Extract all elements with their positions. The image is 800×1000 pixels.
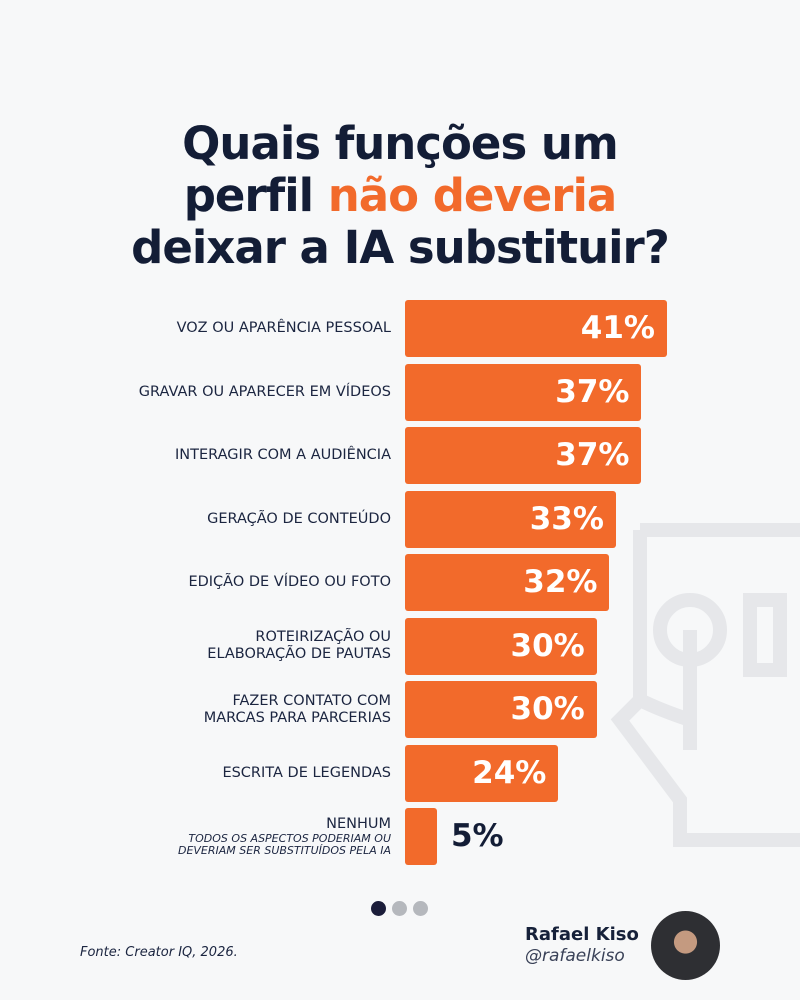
category-label-line: MARCAS PARA PARCERIAS [203,709,391,726]
pagination-dot[interactable] [371,901,386,916]
category-label-line: EDIÇÃO DE VÍDEO OU FOTO [188,574,391,590]
data-label: 30% [510,691,585,727]
author-avatar [651,911,720,980]
category-label: GERAÇÃO DE CONTEÚDO [207,491,391,548]
title-line-2: perfil não deveria [0,170,800,222]
author-handle: @rafaelkiso [525,946,625,966]
category-label: NENHUM TODOS OS ASPECTOS PODERIAM OU DEVER… [178,808,391,865]
category-label: FAZER CONTATO COM MARCAS PARA PARCERIAS [204,681,391,738]
data-label: 30% [510,627,585,664]
category-label: GRAVAR OU APARECER EM VÍDEOS [139,364,391,421]
pagination-dot[interactable] [392,901,407,916]
bar [405,490,616,548]
source-note: Fonte: Creator IQ, 2026. [80,945,238,960]
category-label: EDIÇÃO DE VÍDEO OU FOTO [188,554,391,611]
category-label-line: GRAVAR OU APARECER EM VÍDEOS [138,383,391,400]
category-sublabel-line: TODOS OS ASPECTOS PODERIAM OU [188,832,391,845]
category-label-line: INTERAGIR COM A AUDIÊNCIA [175,447,391,463]
data-label: 37% [555,437,630,473]
category-label-line: NENHUM [326,816,391,832]
author-name: Rafael Kiso [525,924,639,945]
bar [405,808,437,865]
category-sublabel-line: DEVERIAM SER SUBSTITUÍDOS PELA IA [177,844,391,857]
bar [405,554,610,611]
pagination-dots [371,901,428,916]
bar [405,300,667,357]
bar [405,427,642,484]
category-label: VOZ OU APARÊNCIA PESSOAL [177,300,391,357]
bar [405,617,597,675]
category-label: ROTEIRIZAÇÃO OU ELABORAÇÃO DE PAUTAS [207,618,391,675]
data-label: 5% [450,818,504,854]
category-label-line: GERAÇÃO DE CONTEÚDO [207,510,391,527]
data-label: 33% [529,500,604,537]
data-label: 24% [472,754,547,791]
category-label-line: VOZ OU APARÊNCIA PESSOAL [176,320,391,336]
title-highlight: não deveria [327,169,618,222]
category-label-line: FAZER CONTATO COM [232,692,391,709]
title-line-3: deixar a IA substituir? [131,221,670,274]
category-label-line: ROTEIRIZAÇÃO OU [255,629,391,645]
bar [405,363,642,421]
category-label-line: ESCRITA DE LEGENDAS [222,764,391,781]
data-label: 32% [523,564,598,600]
category-label-line: ELABORAÇÃO DE PAUTAS [207,646,391,662]
category-label: ESCRITA DE LEGENDAS [222,745,391,802]
chart-title: Quais funções um perfil não deveria deix… [0,118,800,274]
title-line-1: Quais funções um [182,117,619,170]
data-label: 41% [580,310,655,346]
title-line-2-text: perfil [183,169,328,222]
category-label: INTERAGIR COM A AUDIÊNCIA [175,427,391,484]
chart-touch-icon [610,523,800,847]
pagination-dot[interactable] [413,901,428,916]
data-label: 37% [555,373,630,410]
bar [405,681,597,738]
bar [405,744,559,802]
